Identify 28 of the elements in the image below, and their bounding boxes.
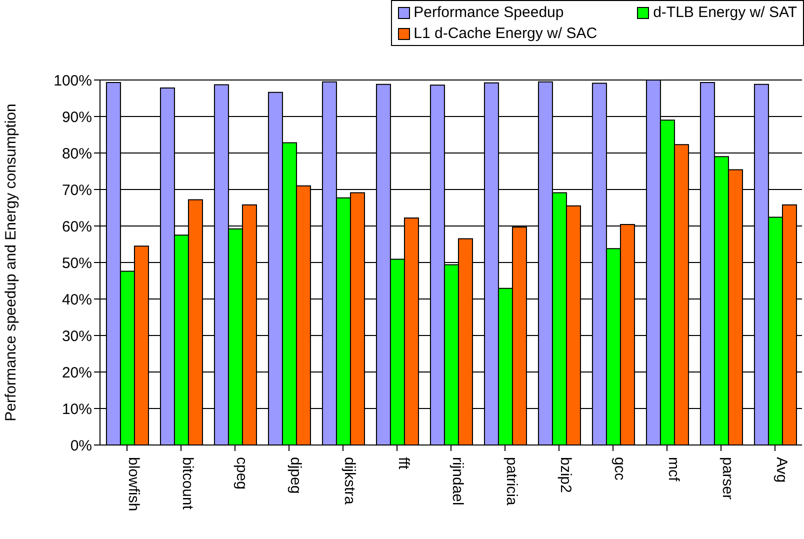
x-tick-label: blowfish [125, 457, 142, 512]
legend-label: d-TLB Energy w/ SAT [653, 4, 797, 21]
x-tick-label: rijndael [449, 457, 466, 506]
y-tick-label: 100% [54, 72, 92, 90]
x-tick-label: cpeg [233, 457, 250, 490]
x-tick-label: gcc [611, 457, 628, 481]
y-tick-label: 0% [70, 437, 92, 454]
y-tick-label: 50% [62, 254, 92, 272]
y-tick-label: 80% [62, 145, 92, 162]
x-tick-label: bzip2 [557, 457, 574, 493]
y-tick-label: 20% [62, 364, 92, 382]
y-tick-label: 10% [62, 400, 92, 418]
y-tick-label: 40% [62, 291, 92, 308]
x-tick-label: Avg [773, 457, 790, 483]
legend-label: L1 d-Cache Energy w/ SAC [414, 25, 598, 42]
x-tick-label: mcf [665, 457, 682, 482]
x-tick-label: djpeg [287, 457, 304, 494]
y-tick-label: 90% [62, 108, 92, 126]
x-tick-label: dijkstra [341, 457, 358, 506]
y-tick-label: 30% [62, 328, 92, 345]
x-tick-label: parser [719, 457, 736, 500]
y-axis-title: Performance speedup and Energy consumption [2, 104, 20, 422]
x-tick-label: patricia [503, 457, 520, 506]
x-tick-label: fft [395, 457, 412, 470]
legend-label: Performance Speedup [414, 4, 564, 21]
y-tick-label: 60% [62, 218, 92, 236]
y-tick-label: 70% [62, 182, 92, 199]
x-tick-label: bitcount [179, 457, 196, 510]
